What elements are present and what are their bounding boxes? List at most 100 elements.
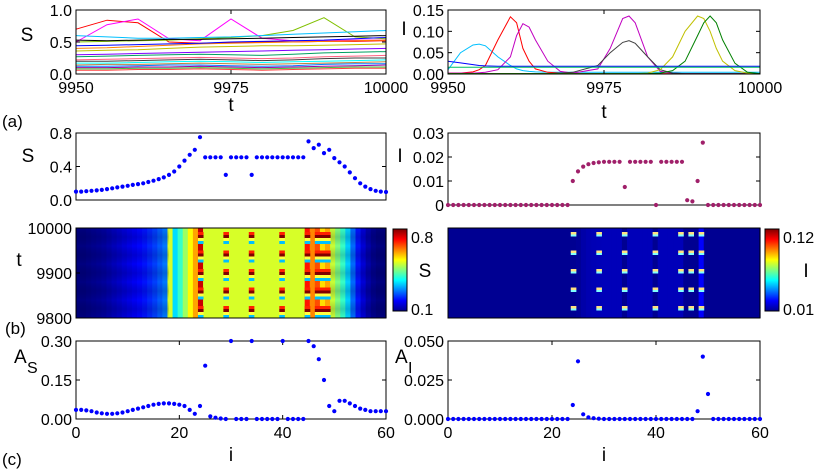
hl-spike: [304, 315, 311, 318]
hr-column: [458, 228, 464, 318]
hl-spike: [325, 293, 331, 297]
c_right-point: [721, 416, 726, 422]
hl-spike: [279, 269, 285, 272]
b_left_profile-point: [239, 155, 244, 160]
hl-spike: [319, 253, 326, 257]
c_left-point: [187, 407, 192, 412]
b_left_profile-point: [228, 155, 234, 160]
c_right-point: [529, 416, 534, 422]
hl-spike: [197, 253, 204, 257]
hl-spike: [279, 253, 285, 257]
hr-column: [519, 228, 526, 318]
a_left-series-12: [76, 59, 387, 64]
hl-spike: [304, 290, 311, 294]
hr-column: [734, 228, 741, 318]
hl-column: [228, 228, 235, 318]
hr-spike: [596, 271, 602, 274]
b_left_profile-point: [84, 189, 89, 194]
hl-spike: [197, 312, 204, 315]
hr-spike: [621, 232, 628, 235]
c_left-point: [296, 416, 301, 422]
c_right-ytick-label: 0.000: [404, 412, 444, 429]
hl-spike: [223, 287, 229, 291]
hr-column: [468, 228, 475, 318]
hr-spike: [621, 253, 628, 255]
c_right-point: [445, 416, 451, 422]
b_right_profile-point: [570, 178, 575, 184]
c_right-point: [638, 416, 643, 422]
c_right-point: [492, 416, 497, 422]
b_left_profile-point: [125, 183, 130, 188]
c_left-point: [306, 338, 311, 344]
a_right-xtick-label: 10000: [738, 80, 783, 97]
hl-spike: [223, 253, 229, 257]
hl-spike: [248, 259, 255, 263]
c_left-point: [104, 411, 110, 416]
c_right-point: [513, 416, 518, 422]
hl-spike: [197, 238, 204, 241]
b_left_profile-point: [327, 147, 332, 152]
b_right_profile-point: [627, 159, 633, 164]
hl-spike: [319, 275, 326, 278]
c_left-point: [332, 409, 337, 414]
b_right_profile-ytick-label: 0.03: [413, 126, 444, 143]
hl-spike: [223, 290, 229, 294]
c_left-point: [285, 416, 290, 422]
b_left_profile-point: [321, 151, 327, 156]
hr-column: [703, 228, 710, 318]
c_right-point: [456, 416, 461, 422]
b_left_profile-point: [151, 178, 156, 183]
hr-cells: [448, 228, 761, 318]
hl-spike: [319, 241, 326, 244]
hl-spike: [314, 275, 321, 278]
c_left-point: [79, 407, 84, 412]
b_left_profile-point: [378, 189, 383, 194]
hl-column: [243, 228, 250, 318]
a_left-series-3: [75, 30, 387, 39]
b_left_profile-ylabel: S: [22, 146, 35, 167]
b_right_profile-point: [529, 202, 534, 208]
c_left-point: [254, 416, 259, 422]
hl-spike: [319, 272, 326, 275]
hl-spike: [325, 278, 331, 281]
a_left-series-7: [75, 43, 387, 52]
c_left-point: [218, 416, 223, 421]
hl-spike: [279, 287, 285, 291]
c_left-point: [265, 416, 270, 422]
c_right-point: [601, 416, 607, 422]
hr-spike: [652, 234, 659, 237]
b_right_profile-point: [596, 160, 601, 165]
hl-spike: [314, 290, 321, 294]
a_right-series-6: [447, 60, 760, 67]
b_left_profile-point: [254, 155, 259, 160]
hr-spike: [698, 287, 705, 290]
hr-column: [448, 228, 454, 318]
hl-spike: [279, 293, 285, 297]
c_right-point: [695, 409, 700, 414]
c_left-point: [84, 408, 89, 413]
hl-column: [167, 228, 174, 318]
hr-spike: [698, 308, 705, 311]
hr-column: [754, 228, 761, 318]
a_right-ylabel: I: [401, 19, 406, 40]
c_right-point: [497, 416, 503, 422]
hl-spike: [319, 312, 326, 315]
hl-spike: [319, 290, 326, 294]
c_right-point: [659, 416, 664, 422]
c_right-point: [586, 415, 591, 420]
b_right_profile-ytick-label: 0: [435, 198, 444, 215]
b_right_profile-point: [565, 202, 570, 208]
hl-spike: [304, 293, 311, 297]
hl-spike: [248, 272, 255, 275]
hr-spike: [688, 287, 695, 290]
hl-spike: [314, 293, 321, 297]
b_left_profile-point: [358, 181, 363, 186]
hl-spike: [314, 315, 321, 318]
c_left-point: [311, 344, 316, 349]
b_left_profile-ytick-label: 0.8: [50, 126, 72, 143]
b_right_profile-point: [638, 159, 643, 164]
c_right-point: [607, 416, 612, 422]
b_left_profile-point: [177, 164, 182, 169]
c_left-point: [156, 401, 161, 406]
hr-spike: [570, 253, 577, 255]
